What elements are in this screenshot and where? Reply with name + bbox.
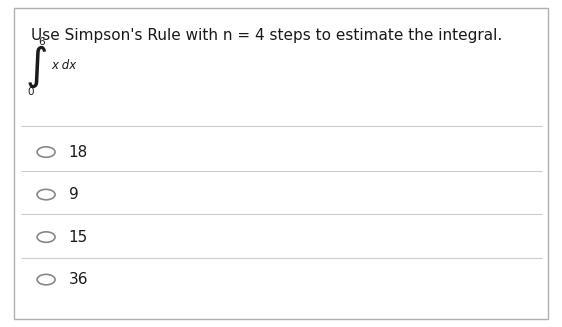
Text: Use Simpson's Rule with n = 4 steps to estimate the integral.: Use Simpson's Rule with n = 4 steps to e… (31, 28, 502, 43)
Text: 15: 15 (69, 230, 88, 245)
Text: 6: 6 (38, 37, 45, 47)
Text: 18: 18 (69, 145, 88, 160)
Text: x dx: x dx (52, 59, 77, 72)
Text: $\int$: $\int$ (25, 44, 47, 90)
Text: 0: 0 (27, 87, 34, 97)
Text: 9: 9 (69, 187, 78, 202)
Text: 36: 36 (69, 272, 88, 287)
FancyBboxPatch shape (14, 8, 548, 319)
